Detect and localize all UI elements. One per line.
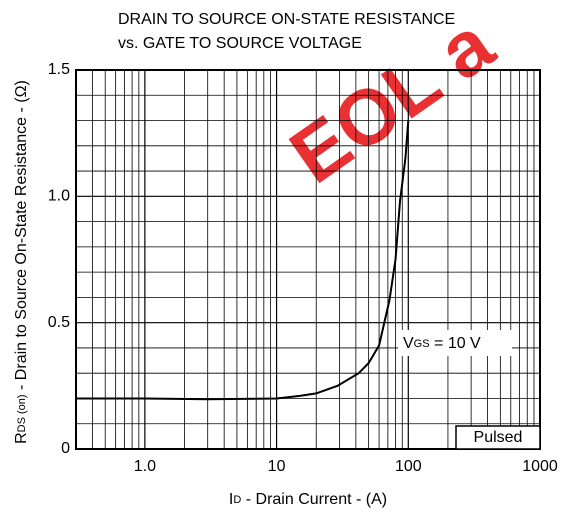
annotation: Pulsed xyxy=(474,429,523,446)
y-tick-label: 1.0 xyxy=(48,188,70,205)
y-tick-label: 1.5 xyxy=(48,61,70,78)
y-tick-label: 0 xyxy=(61,440,70,457)
annotation-rest: = 10 V xyxy=(430,335,481,352)
x-label-rest: - Drain Current - (A) xyxy=(241,491,387,508)
data-line xyxy=(76,120,410,401)
annotation-box xyxy=(455,425,541,450)
x-axis-label: ID - Drain Current - (A) xyxy=(229,491,387,508)
y-label-sub: DS (on) xyxy=(16,394,28,432)
x-label-sub: D xyxy=(233,494,241,506)
annotation-bg xyxy=(398,330,512,356)
x-tick-label: 1000 xyxy=(522,458,558,475)
plot-frame xyxy=(75,69,541,450)
annotation: VGS = 10 V xyxy=(403,335,481,352)
annotation-sub: GS xyxy=(414,338,430,350)
annotation-main: V xyxy=(403,335,414,352)
watermark: EOL a xyxy=(274,0,508,200)
y-axis-label: RDS (on) - Drain to Source On-State Resi… xyxy=(13,80,30,444)
x-tick-label: 10 xyxy=(268,458,286,475)
chart-title: DRAIN TO SOURCE ON-STATE RESISTANCE xyxy=(118,11,455,28)
chart-subtitle: vs. GATE TO SOURCE VOLTAGE xyxy=(118,35,362,52)
y-tick-label: 0.5 xyxy=(48,314,70,331)
x-tick-label: 100 xyxy=(395,458,422,475)
y-label-main: R xyxy=(13,432,30,444)
x-tick-label: 1.0 xyxy=(134,458,156,475)
x-label-main: I xyxy=(229,491,233,508)
y-label-rest: - Drain to Source On-State Resistance - … xyxy=(13,80,30,394)
